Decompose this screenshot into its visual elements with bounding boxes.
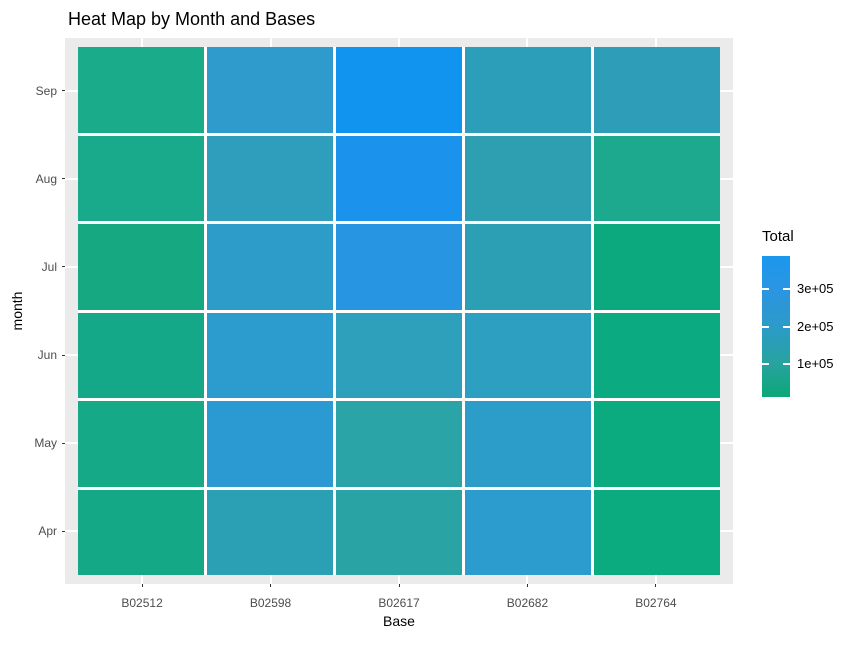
heatmap-cell <box>594 312 720 398</box>
heatmap-cell <box>336 312 462 398</box>
heatmap-cell <box>78 312 204 398</box>
heatmap-cell <box>336 47 462 133</box>
heatmap-cell <box>78 224 204 310</box>
heatmap-cell <box>465 224 591 310</box>
y-axis-tick <box>62 354 65 356</box>
y-axis-label: Jul <box>41 259 57 274</box>
heatmap-cell <box>78 47 204 133</box>
x-axis-label: B02598 <box>249 596 292 610</box>
heatmap-cell <box>207 224 333 310</box>
x-axis-tick <box>398 584 400 587</box>
legend-tick-label: 1e+05 <box>797 355 834 371</box>
x-axis-tick <box>526 584 528 587</box>
heatmap-grid <box>78 47 720 575</box>
y-axis-tick <box>62 442 65 444</box>
legend-tick-mark <box>783 325 790 328</box>
heatmap-cell <box>594 224 720 310</box>
y-axis-label: Jun <box>37 348 57 363</box>
legend-title: Total <box>762 228 794 245</box>
x-axis-label: B02617 <box>378 596 420 610</box>
heatmap-cell <box>465 135 591 221</box>
legend-tick-label: 2e+05 <box>797 318 834 334</box>
heatmap-cell <box>207 401 333 487</box>
y-axis-tick <box>62 178 65 180</box>
heatmap-cell <box>207 312 333 398</box>
legend-tick-mark <box>783 362 790 365</box>
x-axis-tick <box>270 584 272 587</box>
legend-tick-mark <box>762 325 769 328</box>
y-axis-tick <box>62 530 65 532</box>
heatmap-cell <box>465 47 591 133</box>
heatmap-cell <box>594 135 720 221</box>
x-axis-tick <box>141 584 143 587</box>
legend-tick-mark <box>762 362 769 365</box>
heatmap-cell <box>207 47 333 133</box>
chart-title: Heat Map by Month and Bases <box>68 9 316 29</box>
heatmap-cell <box>207 489 333 575</box>
y-axis-label: Sep <box>35 83 57 98</box>
y-axis-label: Aug <box>35 171 57 186</box>
heatmap-cell <box>465 401 591 487</box>
heatmap-cell <box>207 135 333 221</box>
heatmap-cell <box>594 401 720 487</box>
x-axis-label: B02764 <box>635 596 677 610</box>
legend-tick-mark <box>783 288 790 291</box>
plot-panel <box>65 38 733 584</box>
legend-tick-mark <box>762 288 769 291</box>
y-axis-label: May <box>34 436 57 451</box>
heatmap-cell <box>336 401 462 487</box>
heatmap-cell <box>465 312 591 398</box>
y-axis-label: Apr <box>38 524 57 539</box>
x-axis-label: B02512 <box>121 596 163 610</box>
y-axis-tick <box>62 266 65 268</box>
heatmap-cell <box>336 489 462 575</box>
y-axis-tick <box>62 90 65 92</box>
x-axis-tick <box>655 584 657 587</box>
heatmap-cell <box>336 135 462 221</box>
heatmap-cell <box>594 47 720 133</box>
heatmap-cell <box>78 489 204 575</box>
legend-tick-label: 3e+05 <box>797 281 834 297</box>
heatmap-cell <box>78 135 204 221</box>
x-axis-title: Base <box>383 613 415 629</box>
x-axis-label: B02682 <box>506 596 549 610</box>
heatmap-cell <box>465 489 591 575</box>
legend: Total 3e+05 2e+05 1e+05 <box>762 228 858 408</box>
heatmap-cell <box>78 401 204 487</box>
y-axis-title: month <box>9 291 25 331</box>
heatmap-cell <box>594 489 720 575</box>
heatmap-cell <box>336 224 462 310</box>
